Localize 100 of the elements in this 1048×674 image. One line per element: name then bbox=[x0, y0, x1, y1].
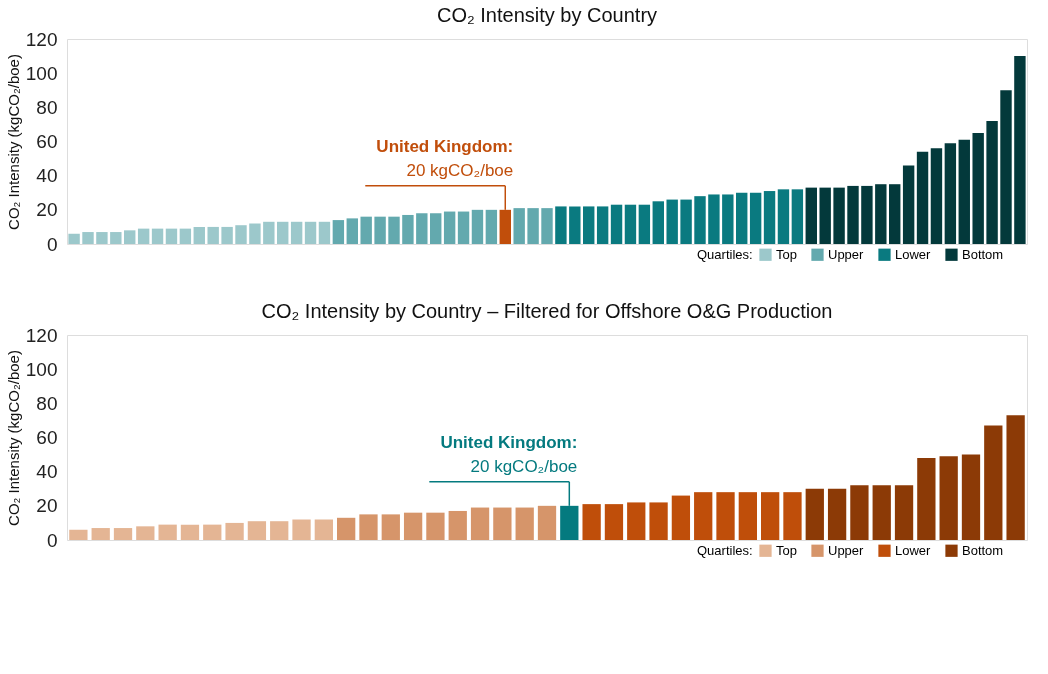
bar bbox=[680, 199, 692, 244]
annotation: United Kingdom: bbox=[376, 136, 514, 156]
bar bbox=[165, 228, 178, 244]
y-axis-title: CO₂ Intensity (kgCO₂/boe) bbox=[4, 54, 22, 230]
bar bbox=[624, 204, 637, 244]
bar bbox=[875, 184, 887, 244]
bar bbox=[777, 189, 790, 244]
bar bbox=[944, 143, 957, 244]
bar bbox=[652, 201, 664, 244]
bar bbox=[847, 185, 859, 244]
bar bbox=[179, 228, 192, 244]
bar bbox=[430, 213, 442, 244]
bar bbox=[270, 521, 289, 540]
bar bbox=[180, 524, 200, 540]
bar bbox=[791, 189, 804, 244]
bar bbox=[318, 221, 331, 244]
bar bbox=[403, 512, 423, 540]
y-tick-label: 80 bbox=[36, 392, 58, 414]
bar bbox=[986, 121, 998, 244]
legend-label: Top bbox=[776, 246, 797, 262]
bar bbox=[374, 216, 386, 244]
y-tick-label: 60 bbox=[36, 131, 58, 152]
legend-label: Upper bbox=[828, 246, 865, 262]
bar bbox=[470, 507, 490, 540]
bar bbox=[69, 529, 88, 540]
bar bbox=[805, 187, 817, 244]
bar bbox=[1006, 415, 1025, 540]
bar bbox=[485, 209, 498, 244]
bar bbox=[207, 226, 219, 244]
bar bbox=[292, 519, 311, 540]
bar bbox=[457, 211, 470, 244]
bar bbox=[827, 488, 847, 540]
bar bbox=[805, 488, 824, 540]
legend-title: Quartiles: bbox=[697, 247, 753, 262]
chart-title: CO₂ Intensity by Country – Filtered for Offshore O&G Production bbox=[261, 300, 833, 322]
bar bbox=[722, 194, 734, 244]
bar bbox=[638, 204, 651, 244]
bar bbox=[493, 507, 512, 540]
bar bbox=[304, 221, 317, 244]
bar bbox=[151, 228, 164, 244]
bar bbox=[761, 492, 780, 540]
bar bbox=[537, 505, 557, 540]
y-tick-label: 60 bbox=[36, 427, 58, 448]
bar bbox=[716, 492, 735, 540]
bar bbox=[203, 524, 222, 540]
bar bbox=[694, 196, 706, 244]
bar bbox=[426, 512, 445, 540]
bar bbox=[235, 225, 247, 244]
bar bbox=[736, 192, 748, 244]
y-tick-label: 0 bbox=[46, 233, 58, 255]
bar bbox=[627, 502, 646, 540]
bar bbox=[314, 519, 333, 540]
bar bbox=[833, 187, 845, 244]
bar bbox=[332, 220, 345, 244]
bar bbox=[889, 184, 901, 244]
y-axis-title: CO₂ Intensity (kgCO₂/boe) bbox=[4, 350, 22, 526]
bar bbox=[402, 214, 414, 244]
bar bbox=[381, 514, 400, 540]
bar bbox=[666, 199, 678, 244]
annotation: United Kingdom: bbox=[440, 432, 578, 452]
bar bbox=[917, 458, 936, 540]
bar bbox=[961, 454, 981, 540]
bar bbox=[984, 425, 1003, 540]
bar bbox=[958, 139, 970, 244]
bar bbox=[471, 209, 484, 244]
bar bbox=[1000, 90, 1012, 244]
bar bbox=[939, 456, 958, 540]
bar bbox=[861, 185, 873, 244]
bar bbox=[136, 526, 155, 540]
bar bbox=[416, 213, 428, 244]
bar bbox=[694, 492, 713, 540]
bar bbox=[819, 187, 831, 244]
bar bbox=[193, 226, 205, 244]
y-tick-label: 20 bbox=[36, 495, 58, 517]
bar bbox=[68, 233, 80, 244]
bar bbox=[850, 485, 869, 540]
bar bbox=[604, 504, 624, 540]
y-tick-label: 100 bbox=[25, 62, 58, 84]
bar bbox=[249, 223, 261, 244]
bar bbox=[96, 232, 108, 244]
bar bbox=[583, 206, 595, 244]
annotation: 20 kgCO₂/boe bbox=[406, 160, 514, 180]
bar bbox=[448, 510, 467, 540]
y-tick-label: 40 bbox=[36, 165, 58, 187]
y-tick-label: 0 bbox=[46, 529, 58, 551]
bar bbox=[541, 208, 553, 244]
annotation: 20 kgCO₂/boe bbox=[470, 456, 578, 476]
bar bbox=[263, 221, 275, 244]
bar bbox=[359, 514, 378, 540]
bar bbox=[649, 502, 668, 540]
bar bbox=[91, 528, 110, 540]
bar bbox=[1014, 56, 1026, 244]
bar bbox=[110, 232, 122, 244]
chart-title: CO₂ Intensity by Country bbox=[436, 4, 658, 26]
y-tick-label: 120 bbox=[25, 324, 58, 346]
bar bbox=[225, 522, 244, 540]
bar bbox=[360, 216, 372, 244]
bar bbox=[137, 228, 150, 244]
bar bbox=[749, 192, 762, 244]
bar bbox=[738, 492, 757, 540]
